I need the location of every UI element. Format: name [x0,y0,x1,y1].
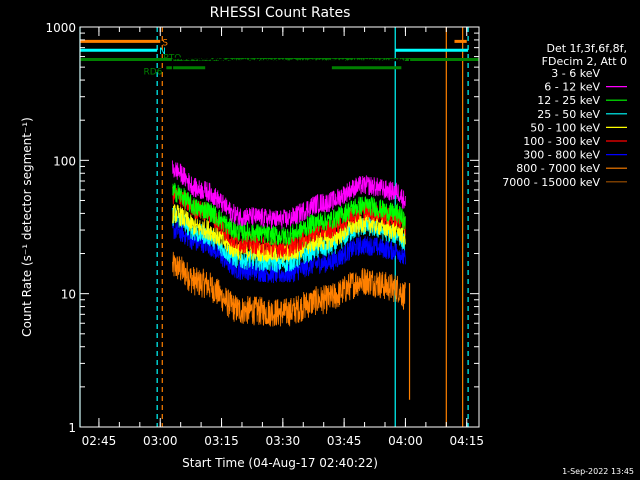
footer-timestamp: 1-Sep-2022 13:45 [562,467,634,476]
legend-label-2: 12 - 25 keV [537,94,600,107]
flag-label-rd6: RD6 [143,68,162,78]
x-tick-label-5: 04:00 [388,434,423,448]
legend-label-4: 50 - 100 keV [530,121,600,134]
series-line-0 [172,55,406,64]
x-tick-label-0: 02:45 [82,434,117,448]
y-tick-label-1: 10 [61,288,76,302]
series-line-2 [172,182,406,246]
x-tick-label-4: 03:45 [327,434,362,448]
y-tick-label-3: 1000 [45,21,76,35]
legend-header-1: FDecim 2, Att 0 [542,55,627,68]
x-axis-label: Start Time (04-Aug-17 02:40:22) [182,456,378,470]
y-tick-label-2: 100 [53,154,76,168]
x-tick-label-2: 03:15 [204,434,239,448]
legend-label-6: 300 - 800 keV [523,149,600,162]
legend-label-8: 7000 - 15000 keV [502,176,600,189]
x-tick-label-3: 03:30 [266,434,301,448]
y-axis-label: Count Rate (s⁻¹ detector segment⁻¹) [20,117,34,337]
legend-label-1: 6 - 12 keV [544,81,600,94]
plot-frame [79,26,480,428]
legend-label-3: 25 - 50 keV [537,108,600,121]
chart-title: RHESSI Count Rates [210,5,351,21]
legend-label-7: 800 - 7000 keV [516,162,600,175]
series-line-7 [172,251,406,327]
flag-label-n: N [159,47,166,57]
flag-label-pto: PTO [163,54,181,64]
legend-header-0: Det 1f,3f,6f,8f, [546,42,627,55]
axes: 1 10 100 1000 02:45 03:00 03:15 03:30 03:45 04:00… [45,21,484,448]
x-tick-label-6: 04:15 [449,434,484,448]
series-line-1 [172,160,406,230]
legend: Det 1f,3f,6f,8f,FDecim 2, Att 03 - 6 keV… [502,42,627,189]
y-tick-label-0: 1 [68,421,76,435]
legend-label-0: 3 - 6 keV [551,67,600,80]
x-tick-label-1: 03:00 [143,434,178,448]
series-line-6 [172,220,406,284]
legend-label-5: 100 - 300 keV [523,135,600,148]
flag-label-s: S [162,38,168,48]
